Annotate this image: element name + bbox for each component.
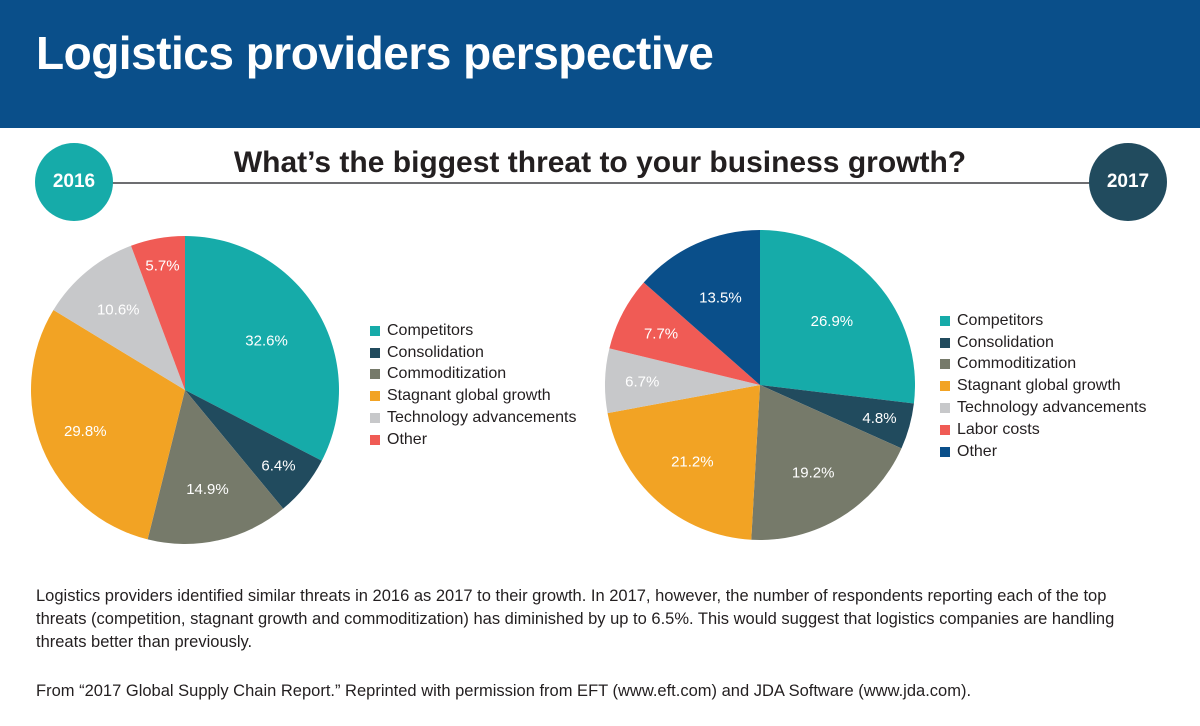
legend-label: Consolidation xyxy=(387,343,484,361)
legend-item-2017-stagnant-global-growth: Stagnant global growth xyxy=(940,375,1146,397)
legend-label: Stagnant global growth xyxy=(957,377,1121,395)
legend-label: Other xyxy=(387,430,428,448)
legend-item-2016-consolidation: Consolidation xyxy=(370,342,576,364)
legend-item-2016-technology-advancements: Technology advancements xyxy=(370,407,576,429)
legend-item-2017-labor-costs: Labor costs xyxy=(940,419,1146,441)
slice-label-2017-consolidation: 4.8% xyxy=(862,410,896,427)
source-note: From “2017 Global Supply Chain Report.” … xyxy=(36,682,972,700)
slice-label-2017-commoditization: 19.2% xyxy=(792,464,835,481)
header-banner: Logistics providers perspective xyxy=(0,0,1200,128)
slice-label-2017-competitors: 26.9% xyxy=(811,313,854,330)
question-text: What’s the biggest threat to your busine… xyxy=(225,146,975,179)
legend-swatch xyxy=(940,403,950,414)
legend-swatch xyxy=(940,381,950,392)
legend-swatch xyxy=(370,369,380,380)
legend-item-2017-technology-advancements: Technology advancements xyxy=(940,397,1146,419)
legend-2017: Competitors Consolidation Commoditization S… xyxy=(940,310,1146,463)
question-heading: What’s the biggest threat to your busine… xyxy=(160,146,1040,180)
pie-slice-2017-technology-advancements xyxy=(605,348,760,414)
slice-label-2016-other: 5.7% xyxy=(145,258,179,275)
legend-label: Commoditization xyxy=(387,365,507,383)
legend-label: Competitors xyxy=(387,321,474,339)
pie-slice-2016-other xyxy=(131,236,185,390)
pie-slice-2017-other xyxy=(643,230,760,385)
slice-label-2017-stagnant-global-growth: 21.2% xyxy=(671,454,714,471)
legend-label: Technology advancements xyxy=(957,399,1147,417)
pie-slice-2017-labor-costs xyxy=(609,282,760,385)
legend-swatch xyxy=(370,434,380,445)
legend-label: Commoditization xyxy=(957,355,1077,373)
slice-label-2017-other: 13.5% xyxy=(699,289,742,306)
pie-slice-2016-technology-advancements xyxy=(53,245,185,390)
legend-item-2016-commoditization: Commoditization xyxy=(370,364,576,386)
year-badge-2016: 2016 xyxy=(35,143,113,221)
slice-label-2016-stagnant-global-growth: 29.8% xyxy=(64,423,107,440)
legend-swatch xyxy=(940,315,950,326)
legend-label: Other xyxy=(957,442,998,460)
divider-line xyxy=(96,182,1100,184)
slice-label-2017-labor-costs: 7.7% xyxy=(644,325,678,342)
pie-slice-2017-commoditization xyxy=(751,385,902,540)
pie-slice-2016-consolidation xyxy=(185,390,322,509)
slice-label-2017-technology-advancements: 6.7% xyxy=(625,374,659,391)
legend-swatch xyxy=(370,347,380,358)
legend-swatch xyxy=(370,413,380,424)
slice-label-2016-competitors: 32.6% xyxy=(245,332,288,349)
legend-item-2016-other: Other xyxy=(370,429,576,451)
pie-chart-2017: 26.9% 4.8% 19.2% 21.2% 6.7% 7.7% 13.5% xyxy=(605,230,915,540)
legend-swatch xyxy=(370,391,380,402)
legend-item-2017-competitors: Competitors xyxy=(940,310,1146,332)
legend-label: Technology advancements xyxy=(387,409,577,427)
pie-slice-2016-commoditization xyxy=(147,390,284,544)
pie-slice-2017-stagnant-global-growth xyxy=(607,385,760,540)
legend-swatch xyxy=(370,325,380,336)
slice-label-2016-commoditization: 14.9% xyxy=(186,481,229,498)
legend-item-2017-consolidation: Consolidation xyxy=(940,332,1146,354)
legend-label: Stagnant global growth xyxy=(387,387,551,405)
pie-chart-2016: 32.6% 6.4% 14.9% 29.8% 10.6% 5.7% xyxy=(30,236,339,544)
legend-label: Competitors xyxy=(957,311,1044,329)
legend-swatch xyxy=(940,446,950,457)
legend-swatch xyxy=(940,359,950,370)
legend-item-2017-other: Other xyxy=(940,441,1146,463)
legend-item-2016-stagnant-global-growth: Stagnant global growth xyxy=(370,385,576,407)
legend-label: Consolidation xyxy=(957,333,1054,351)
legend-item-2016-competitors: Competitors xyxy=(370,320,576,342)
pie-slice-2016-stagnant-global-growth xyxy=(30,309,185,540)
pie-slice-2017-competitors xyxy=(760,230,915,404)
slice-label-2016-technology-advancements: 10.6% xyxy=(97,301,140,318)
legend-swatch xyxy=(940,424,950,435)
pie-slice-2017-consolidation xyxy=(760,385,914,449)
pie-slice-2016-competitors xyxy=(185,236,339,461)
legend-swatch xyxy=(940,337,950,348)
slice-label-2016-consolidation: 6.4% xyxy=(261,457,295,474)
summary-paragraph: Logistics providers identified similar t… xyxy=(36,587,1115,651)
legend-label: Labor costs xyxy=(957,420,1040,438)
year-badge-2017: 2017 xyxy=(1089,143,1167,221)
legend-item-2017-commoditization: Commoditization xyxy=(940,354,1146,376)
legend-2016: Competitors Consolidation Commoditization S… xyxy=(370,320,576,451)
page-title: Logistics providers perspective xyxy=(36,27,714,79)
